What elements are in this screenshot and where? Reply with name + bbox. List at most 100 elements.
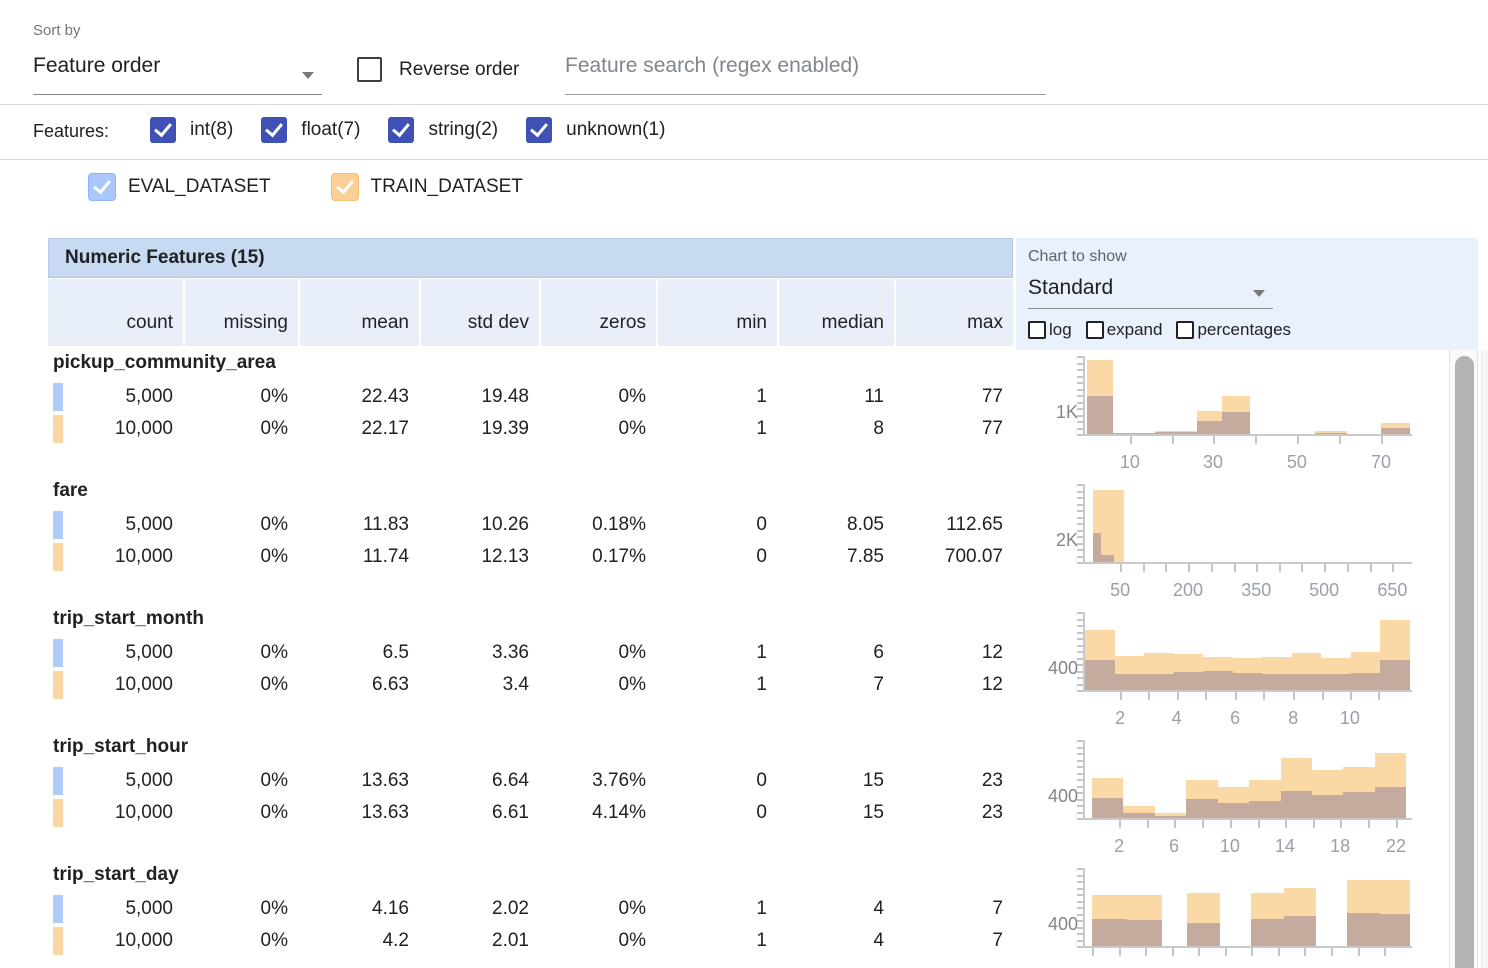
overlap-bar	[1086, 395, 1113, 434]
y-tick	[1077, 625, 1083, 627]
checkbox-checked-icon[interactable]	[88, 173, 116, 201]
feature-name: fare	[53, 480, 88, 501]
stat-cell: 1	[756, 674, 767, 695]
stat-cell: 12.13	[481, 546, 529, 567]
y-tick	[1077, 542, 1083, 545]
y-axis-label: 1K	[1055, 402, 1078, 423]
checkbox-unchecked-icon[interactable]	[1028, 321, 1046, 339]
stat-cell: 4.16	[372, 898, 409, 919]
y-tick	[1077, 562, 1083, 564]
stat-row-eval: 5,000 0% 6.5 3.36 0% 1 6 12	[48, 638, 1013, 668]
type-filter-unknown1[interactable]: unknown(1)	[526, 117, 665, 143]
x-tick	[1293, 692, 1296, 700]
stat-cell: 13.63	[361, 802, 409, 823]
y-tick	[1077, 497, 1083, 499]
features-filter-label: Features:	[33, 121, 110, 141]
x-tick	[1148, 692, 1151, 700]
y-tick	[1077, 408, 1083, 410]
stat-cell: 6	[873, 642, 884, 663]
feature-search-input[interactable]: Feature search (regex enabled)	[565, 54, 1046, 95]
stat-cell: 5,000	[48, 510, 183, 540]
x-tick-label: 50	[1286, 452, 1307, 472]
checkbox-checked-icon[interactable]	[388, 117, 415, 143]
x-tick	[1340, 820, 1343, 828]
checkbox-unchecked-icon[interactable]	[357, 57, 382, 82]
type-filter-string2[interactable]: string(2)	[388, 117, 498, 143]
x-tick	[1367, 820, 1370, 828]
dataset-label: EVAL_DATASET	[128, 176, 271, 197]
stat-row-train: 10,000 0% 4.2 2.01 0% 1 4 7	[48, 926, 1013, 956]
toggle-percentages[interactable]: percentages	[1176, 320, 1305, 340]
col-header-missing: missing	[185, 279, 298, 346]
feature-name: trip_start_hour	[53, 736, 189, 757]
y-axis-label: 2K	[1055, 530, 1078, 551]
stat-cell: 0%	[260, 674, 288, 695]
y-tick	[1077, 510, 1083, 512]
y-tick	[1077, 427, 1083, 430]
checkbox-checked-icon[interactable]	[261, 117, 288, 143]
toggle-expand[interactable]: expand	[1085, 320, 1177, 340]
train-bar	[1314, 431, 1347, 434]
feature-block-trip_start_hour: trip_start_hour 5,000 0% 13.63 6.64 3.76% 0 15 2…	[48, 734, 1440, 862]
stat-cell: 0%	[618, 674, 646, 695]
dataset-toggle-EVAL_DATASET[interactable]: EVAL_DATASET	[88, 173, 271, 201]
type-filter-int8[interactable]: int(8)	[150, 117, 233, 143]
overlap-bar	[1249, 800, 1281, 818]
type-filter-label: int(8)	[190, 119, 234, 140]
stat-cell: 12	[981, 642, 1003, 663]
divider	[0, 159, 1488, 160]
x-tick-label: 6	[1169, 836, 1180, 856]
overlap-bar	[1321, 674, 1351, 690]
overlap-bar	[1380, 659, 1410, 690]
stat-cell: 22.43	[361, 386, 409, 407]
overlap-bar	[1262, 673, 1292, 690]
checkbox-checked-icon[interactable]	[526, 117, 553, 143]
check-icon	[530, 118, 549, 138]
chart-type-select[interactable]: Standard	[1028, 276, 1273, 309]
stat-cell: 6.63	[372, 674, 409, 695]
x-tick	[1120, 564, 1123, 572]
chevron-down-icon	[1253, 290, 1265, 297]
feature-type-filters: int(8) float(7) string(2) unknown(1)	[150, 117, 693, 143]
y-tick	[1077, 740, 1083, 742]
checkbox-unchecked-icon[interactable]	[1085, 321, 1104, 339]
reverse-order-checkbox[interactable]: Reverse order	[357, 57, 519, 82]
overlap-bar	[1280, 790, 1313, 818]
stat-cell: 11	[864, 386, 884, 407]
stat-cell: 1	[756, 898, 767, 919]
stat-cell: 10,000	[48, 414, 183, 444]
stat-cell: 77	[981, 418, 1003, 439]
y-tick	[1077, 401, 1083, 404]
overlap-bar	[1350, 672, 1381, 690]
x-tick	[1331, 948, 1334, 956]
y-axis-label: 400	[1047, 658, 1078, 679]
x-tick-label: 50	[1110, 580, 1131, 600]
stat-cell: 0.17%	[592, 546, 646, 567]
scrollbar-track[interactable]	[1449, 350, 1478, 968]
y-axis	[1083, 484, 1085, 562]
x-tick-label: 10	[1119, 452, 1140, 472]
toggle-log[interactable]: log	[1028, 320, 1086, 340]
y-tick	[1077, 818, 1083, 820]
type-filter-float7[interactable]: float(7)	[261, 117, 360, 143]
x-axis	[1083, 562, 1412, 564]
checkbox-unchecked-icon[interactable]	[1176, 321, 1195, 339]
checkbox-checked-icon[interactable]	[150, 117, 176, 143]
x-tick	[1278, 948, 1281, 956]
checkbox-checked-icon[interactable]	[330, 173, 359, 201]
y-tick	[1077, 926, 1083, 929]
y-tick	[1077, 746, 1083, 749]
col-header-max: max	[896, 279, 1013, 346]
sort-order-select[interactable]: Feature order	[33, 54, 322, 95]
x-tick	[1118, 948, 1121, 956]
stat-cell: 10,000	[48, 798, 183, 828]
dataset-label: TRAIN_DATASET	[370, 176, 523, 197]
x-tick	[1349, 692, 1352, 700]
y-tick	[1077, 388, 1083, 391]
y-tick	[1077, 792, 1083, 794]
stat-cell: 0%	[260, 898, 288, 919]
dataset-toggle-TRAIN_DATASET[interactable]: TRAIN_DATASET	[330, 173, 523, 201]
type-filter-label: float(7)	[301, 119, 361, 140]
scrollbar-thumb[interactable]	[1455, 356, 1474, 968]
y-tick	[1077, 759, 1083, 762]
